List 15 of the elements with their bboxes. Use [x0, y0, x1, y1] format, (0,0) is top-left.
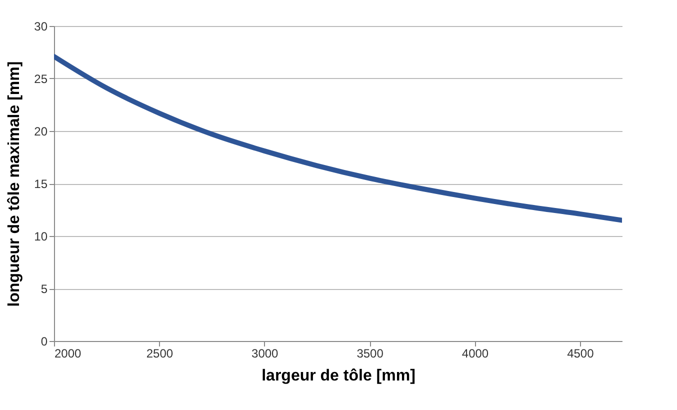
y-tick-label: 0 [40, 334, 48, 348]
y-tick-label: 15 [34, 177, 48, 191]
y-tick-label: 30 [34, 20, 48, 34]
x-tick-label: 4000 [462, 346, 489, 360]
x-tick-label: 2500 [146, 346, 174, 360]
x-axis-title: largeur de tôle [mm] [262, 368, 416, 384]
y-tick-label: 25 [34, 72, 48, 86]
y-tick-label: 10 [34, 230, 48, 244]
x-tick-label: 4500 [567, 346, 594, 360]
x-tick-label: 2000 [54, 346, 82, 360]
y-tick-label: 20 [34, 124, 48, 138]
y-tick-label: 5 [40, 282, 48, 296]
y-axis-title: longueur de tôle maximale [mm] [6, 61, 24, 307]
x-tick-label: 3500 [356, 346, 384, 360]
x-tick-label: 3000 [252, 346, 279, 360]
